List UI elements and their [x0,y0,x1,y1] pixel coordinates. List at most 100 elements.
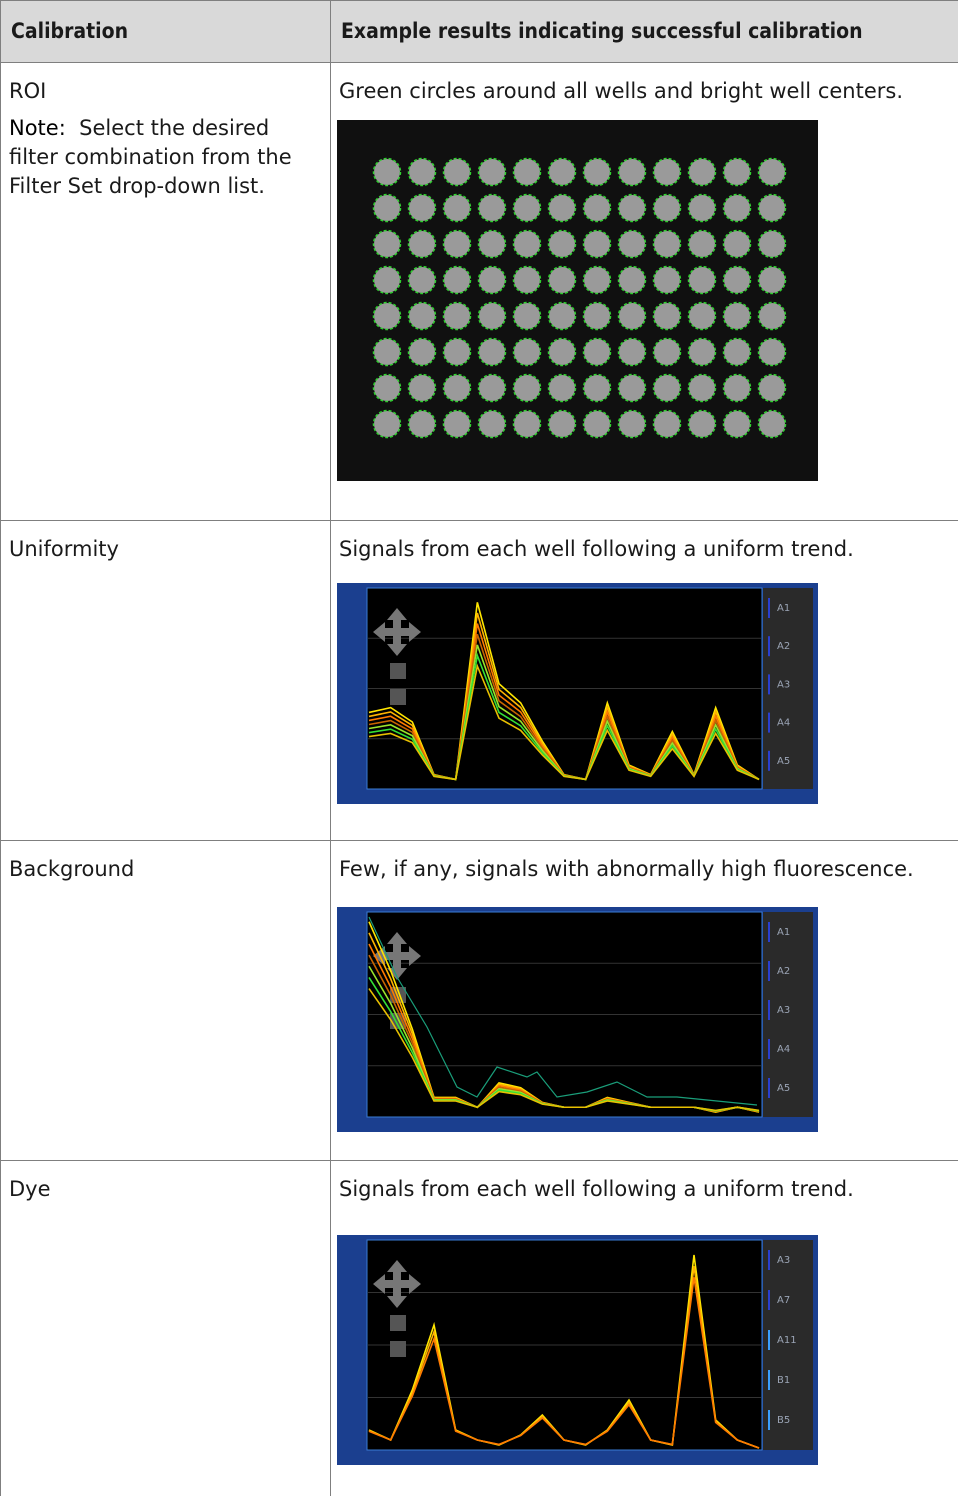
result-cell: Signals from each well following a unifo… [330,1160,958,1496]
well [654,303,680,329]
well [619,159,645,185]
well [689,303,715,329]
well-outline [477,301,507,331]
zoom-out [390,1341,406,1357]
well [724,159,750,185]
well-outline [407,301,437,331]
well-outline [547,409,577,439]
legend-swatch [768,750,770,771]
well-outline [582,337,612,367]
well [689,195,715,221]
well-outline [477,157,507,187]
pan-icon [373,1260,421,1308]
legend-swatch [768,922,770,942]
well [374,303,400,329]
well [479,195,505,221]
well [444,267,470,293]
calibration-cell: ROI Note: Select the desired filter comb… [0,62,331,521]
well-outline [547,265,577,295]
well [514,339,540,365]
well-outline [372,409,402,439]
well-outline [407,409,437,439]
pan-icon [373,932,421,980]
well [409,375,435,401]
well-outline [687,157,717,187]
well [584,411,610,437]
well [584,303,610,329]
well-outline [757,373,787,403]
well-outline [617,373,647,403]
well-outline [547,193,577,223]
well-outline [547,229,577,259]
well-outline [757,409,787,439]
result-text: Signals from each well following a unifo… [339,537,854,561]
well [374,195,400,221]
well [654,339,680,365]
well-outline [687,265,717,295]
well-outline [372,337,402,367]
well [479,303,505,329]
well-outline [687,337,717,367]
well-outline [582,409,612,439]
legend-label: A4 [777,718,790,729]
well [619,231,645,257]
legend-swatch [768,1250,770,1270]
well [479,411,505,437]
well [759,267,785,293]
well-outline [757,157,787,187]
well-outline [477,409,507,439]
well-outline [582,229,612,259]
zoom-in [390,1315,406,1331]
background-image: A1 A2 A3 A4 A5 [337,907,818,1132]
well [514,195,540,221]
well [619,195,645,221]
result-cell: Few, if any, signals with abnormally hig… [330,840,958,1161]
legend-label: A1 [777,603,790,614]
well [409,339,435,365]
well [409,195,435,221]
well-outline [442,265,472,295]
well-outline [722,265,752,295]
well [619,339,645,365]
legend-label: A7 [777,1295,790,1306]
well [619,303,645,329]
well [549,339,575,365]
well [654,375,680,401]
well-outline [652,193,682,223]
well-outline [442,373,472,403]
legend-label: A1 [777,927,790,938]
well [584,159,610,185]
calibration-cell: Uniformity [0,520,331,841]
signal-line [368,988,760,1112]
well [724,195,750,221]
well [479,375,505,401]
well-outline [442,409,472,439]
note-label: Note: [9,116,66,140]
well-outline [757,301,787,331]
well [549,267,575,293]
legend-swatch [768,598,770,618]
well-outline [652,265,682,295]
well-outline [442,301,472,331]
well [584,267,610,293]
well-outline [477,193,507,223]
well [444,411,470,437]
well [584,195,610,221]
legend-label: B1 [777,1375,790,1386]
well-outline [442,157,472,187]
well [549,231,575,257]
well-outline [722,301,752,331]
well-outline [512,373,542,403]
well [689,231,715,257]
well [654,411,680,437]
well [724,267,750,293]
well [654,231,680,257]
well-outline [687,373,717,403]
well [689,267,715,293]
legend-swatch [768,1370,770,1390]
well-outline [757,193,787,223]
legend-swatch [768,674,770,695]
well-outline [687,193,717,223]
well [444,195,470,221]
well-outline [407,193,437,223]
